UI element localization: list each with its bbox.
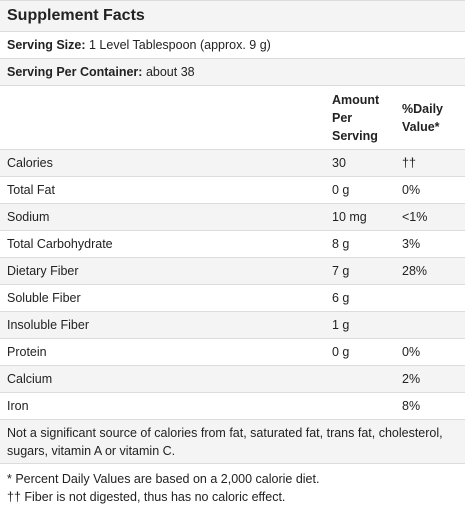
serving-size-row: Serving Size: 1 Level Tablespoon (approx… bbox=[0, 32, 465, 59]
label: Serving Size: bbox=[7, 38, 86, 52]
label: Serving Per Container: bbox=[7, 65, 142, 79]
nutrient-name: Calories bbox=[0, 150, 325, 177]
footnote: †† Fiber is not digested, thus has no ca… bbox=[7, 488, 458, 506]
nutrient-name: Total Fat bbox=[0, 177, 325, 204]
servings: Serving Per Container: about 38 bbox=[0, 59, 465, 86]
header-row: Amount Per Serving%Daily Value* bbox=[0, 86, 465, 150]
nutrient-name: Dietary Fiber bbox=[0, 258, 325, 285]
title-row: Supplement Facts bbox=[0, 1, 465, 32]
servings-row: Serving Per Container: about 38 bbox=[0, 59, 465, 86]
amount: 0 g bbox=[325, 177, 395, 204]
serving-size: Serving Size: 1 Level Tablespoon (approx… bbox=[0, 32, 465, 59]
amount: 30 bbox=[325, 150, 395, 177]
nutrient-name: Insoluble Fiber bbox=[0, 312, 325, 339]
amount: 0 g bbox=[325, 339, 395, 366]
nutrient-row: Iron 8% bbox=[0, 393, 465, 420]
daily-value: 2% bbox=[395, 366, 465, 393]
note-row: Not a significant source of calories fro… bbox=[0, 420, 465, 464]
amount: 8 g bbox=[325, 231, 395, 258]
title: Supplement Facts bbox=[0, 1, 465, 32]
amount bbox=[325, 393, 395, 420]
footnotes: * Percent Daily Values are based on a 2,… bbox=[0, 464, 465, 511]
daily-value bbox=[395, 312, 465, 339]
amount: 1 g bbox=[325, 312, 395, 339]
daily-value bbox=[395, 285, 465, 312]
daily-value: 3% bbox=[395, 231, 465, 258]
value: 1 Level Tablespoon (approx. 9 g) bbox=[89, 38, 271, 52]
nutrient-name: Calcium bbox=[0, 366, 325, 393]
daily-value: <1% bbox=[395, 204, 465, 231]
note: Not a significant source of calories fro… bbox=[0, 420, 465, 464]
nutrient-name: Protein bbox=[0, 339, 325, 366]
amount bbox=[325, 366, 395, 393]
amount: 7 g bbox=[325, 258, 395, 285]
daily-value: 0% bbox=[395, 177, 465, 204]
header: %Daily Value* bbox=[395, 86, 465, 150]
value: about 38 bbox=[146, 65, 195, 79]
header: Amount Per Serving bbox=[325, 86, 395, 150]
footnote: * Percent Daily Values are based on a 2,… bbox=[7, 470, 458, 488]
blank bbox=[0, 86, 325, 150]
nutrient-name: Total Carbohydrate bbox=[0, 231, 325, 258]
amount: 6 g bbox=[325, 285, 395, 312]
daily-value: 8% bbox=[395, 393, 465, 420]
nutrient-name: Soluble Fiber bbox=[0, 285, 325, 312]
nutrient-row: Calcium 2% bbox=[0, 366, 465, 393]
nutrient-name: Iron bbox=[0, 393, 325, 420]
footnote-row: * Percent Daily Values are based on a 2,… bbox=[0, 464, 465, 511]
nutrient-name: Sodium bbox=[0, 204, 325, 231]
amount: 10 mg bbox=[325, 204, 395, 231]
daily-value: †† bbox=[395, 150, 465, 177]
daily-value: 28% bbox=[395, 258, 465, 285]
daily-value: 0% bbox=[395, 339, 465, 366]
